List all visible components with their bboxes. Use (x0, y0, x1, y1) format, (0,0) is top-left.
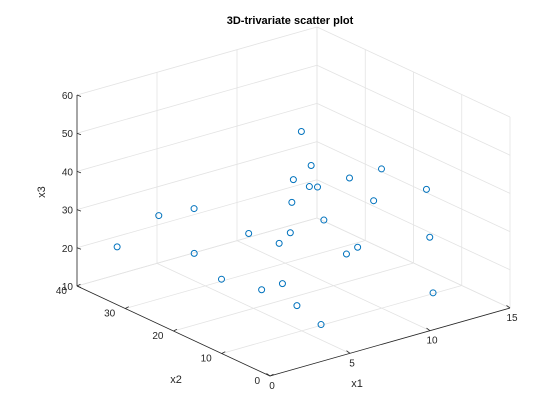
data-point (378, 165, 385, 173)
data-point (288, 198, 296, 206)
x3-tick-label: 50 (62, 129, 74, 140)
x2-tick-label: 0 (254, 376, 260, 387)
x2-tick-label: 10 (201, 354, 213, 365)
x3-tick-label: 40 (62, 167, 74, 178)
data-point (346, 174, 353, 182)
data-point (190, 205, 198, 213)
data-point (429, 289, 437, 297)
data-point (113, 243, 121, 251)
data-point (293, 302, 301, 310)
x1-tick-label: 0 (269, 381, 275, 392)
x1-axis-line (269, 307, 511, 377)
x3-tick-mark (76, 247, 82, 250)
data-points-layer (113, 128, 437, 329)
x3-tick-mark (76, 285, 82, 288)
data-point (426, 233, 434, 241)
chart-title: 3D-trivariate scatter plot (227, 15, 354, 27)
data-point (155, 212, 163, 220)
x2-tick-label: 40 (56, 286, 68, 297)
side-wall-gridline (316, 179, 511, 271)
x1-tick-mark (346, 350, 351, 354)
x2-tick-mark (76, 283, 81, 287)
x1-tick-mark (506, 305, 511, 309)
x1-tick-label: 10 (426, 336, 438, 347)
data-point (305, 183, 313, 191)
x1-tick-label: 5 (349, 358, 355, 369)
data-point (218, 275, 225, 283)
x2-tick-label: 20 (152, 331, 164, 342)
x1-tick-mark (266, 373, 271, 377)
back-wall-gridline (76, 141, 318, 210)
data-point (297, 128, 305, 136)
x3-tick-mark (76, 209, 82, 212)
x3-axis-label: x3 (36, 186, 48, 198)
axis-layer (76, 94, 511, 377)
x1-tick-mark (426, 327, 431, 331)
side-wall-gridline (316, 103, 511, 194)
side-wall-gridline (316, 217, 511, 309)
x3-tick-label: 20 (62, 244, 74, 255)
data-point (314, 183, 321, 191)
x2-axis-label: x2 (170, 374, 182, 386)
x2-tick-mark (125, 306, 129, 309)
x2-tick-mark (173, 328, 178, 332)
back-wall-gridline (76, 179, 318, 249)
data-point (190, 249, 198, 257)
floor-gridline (173, 262, 414, 332)
x3-tick-mark (76, 132, 82, 136)
side-wall-gridline (316, 26, 511, 118)
x3-tick-mark (76, 94, 82, 97)
data-point (307, 162, 315, 170)
back-wall-gridline (76, 64, 318, 134)
back-wall-gridline (76, 26, 318, 96)
side-wall-gridline (316, 64, 511, 156)
data-point (422, 185, 430, 193)
data-point (320, 216, 328, 224)
side-wall-gridline (316, 141, 511, 232)
data-point (289, 176, 297, 184)
x3-tick-label: 30 (62, 206, 74, 217)
x3-tick-mark (76, 171, 82, 174)
x3-tick-label: 60 (62, 91, 74, 102)
x2-tick-mark (221, 351, 226, 354)
grid-layer (76, 26, 511, 377)
data-point (342, 250, 350, 258)
x2-tick-mark (269, 373, 274, 377)
data-point (317, 321, 325, 329)
data-point (370, 197, 378, 205)
x2-tick-label: 30 (104, 309, 116, 320)
data-point (245, 230, 253, 237)
x3-tick-label: 10 (62, 282, 74, 293)
back-wall-gridline (76, 103, 318, 172)
data-point (278, 280, 286, 288)
x1-tick-label: 15 (506, 313, 518, 324)
data-point (354, 243, 362, 251)
floor-gridline (125, 240, 366, 309)
data-point (258, 286, 266, 294)
data-point (275, 239, 283, 247)
floor-gridline (221, 285, 462, 354)
data-point (286, 229, 294, 237)
x1-axis-label: x1 (351, 378, 363, 390)
